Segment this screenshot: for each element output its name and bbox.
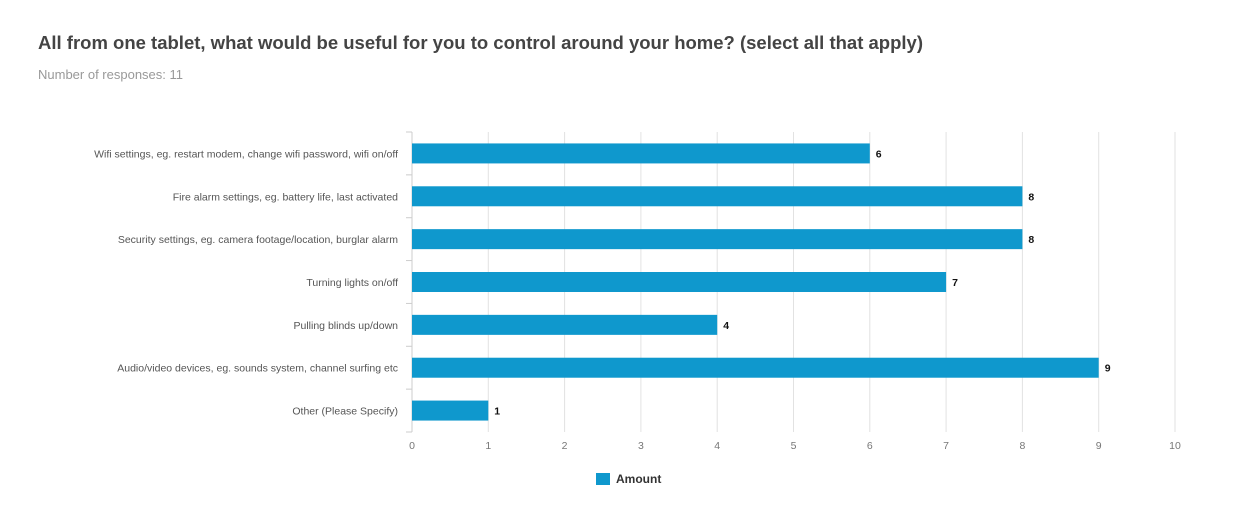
category-label: Audio/video devices, eg. sounds system, …	[117, 363, 398, 375]
chart-legend[interactable]: Amount	[596, 472, 661, 486]
bar	[412, 400, 489, 421]
data-label: 6	[876, 148, 882, 160]
category-label: Wifi settings, eg. restart modem, change…	[94, 148, 398, 160]
data-label: 4	[723, 320, 729, 332]
bar	[412, 314, 718, 335]
legend-swatch-amount	[596, 473, 610, 485]
category-label: Security settings, eg. camera footage/lo…	[118, 234, 398, 246]
x-tick-label: 0	[409, 440, 415, 452]
x-tick-label: 8	[1019, 440, 1025, 452]
data-label: 1	[494, 406, 500, 418]
data-label: 7	[952, 277, 958, 289]
bar	[412, 186, 1023, 207]
x-tick-label: 7	[943, 440, 949, 452]
x-tick-label: 9	[1096, 440, 1102, 452]
x-tick-label: 5	[791, 440, 797, 452]
x-tick-label: 10	[1169, 440, 1181, 452]
data-label: 9	[1105, 363, 1111, 375]
legend-label-amount: Amount	[616, 472, 662, 486]
category-label: Fire alarm settings, eg. battery life, l…	[173, 191, 398, 203]
data-label: 8	[1028, 191, 1034, 203]
chart-title: All from one tablet, what would be usefu…	[38, 32, 923, 53]
bar	[412, 143, 870, 164]
x-tick-label: 1	[485, 440, 491, 452]
x-tick-label: 2	[562, 440, 568, 452]
category-label: Other (Please Specify)	[292, 406, 398, 418]
x-tick-label: 4	[714, 440, 720, 452]
x-tick-label: 6	[867, 440, 873, 452]
category-label: Pulling blinds up/down	[294, 320, 399, 332]
bar	[412, 229, 1023, 250]
response-count: Number of responses: 11	[38, 67, 183, 82]
category-label: Turning lights on/off	[306, 277, 398, 289]
data-label: 8	[1028, 234, 1034, 246]
x-tick-label: 3	[638, 440, 644, 452]
bar	[412, 272, 947, 292]
bar	[412, 357, 1099, 378]
